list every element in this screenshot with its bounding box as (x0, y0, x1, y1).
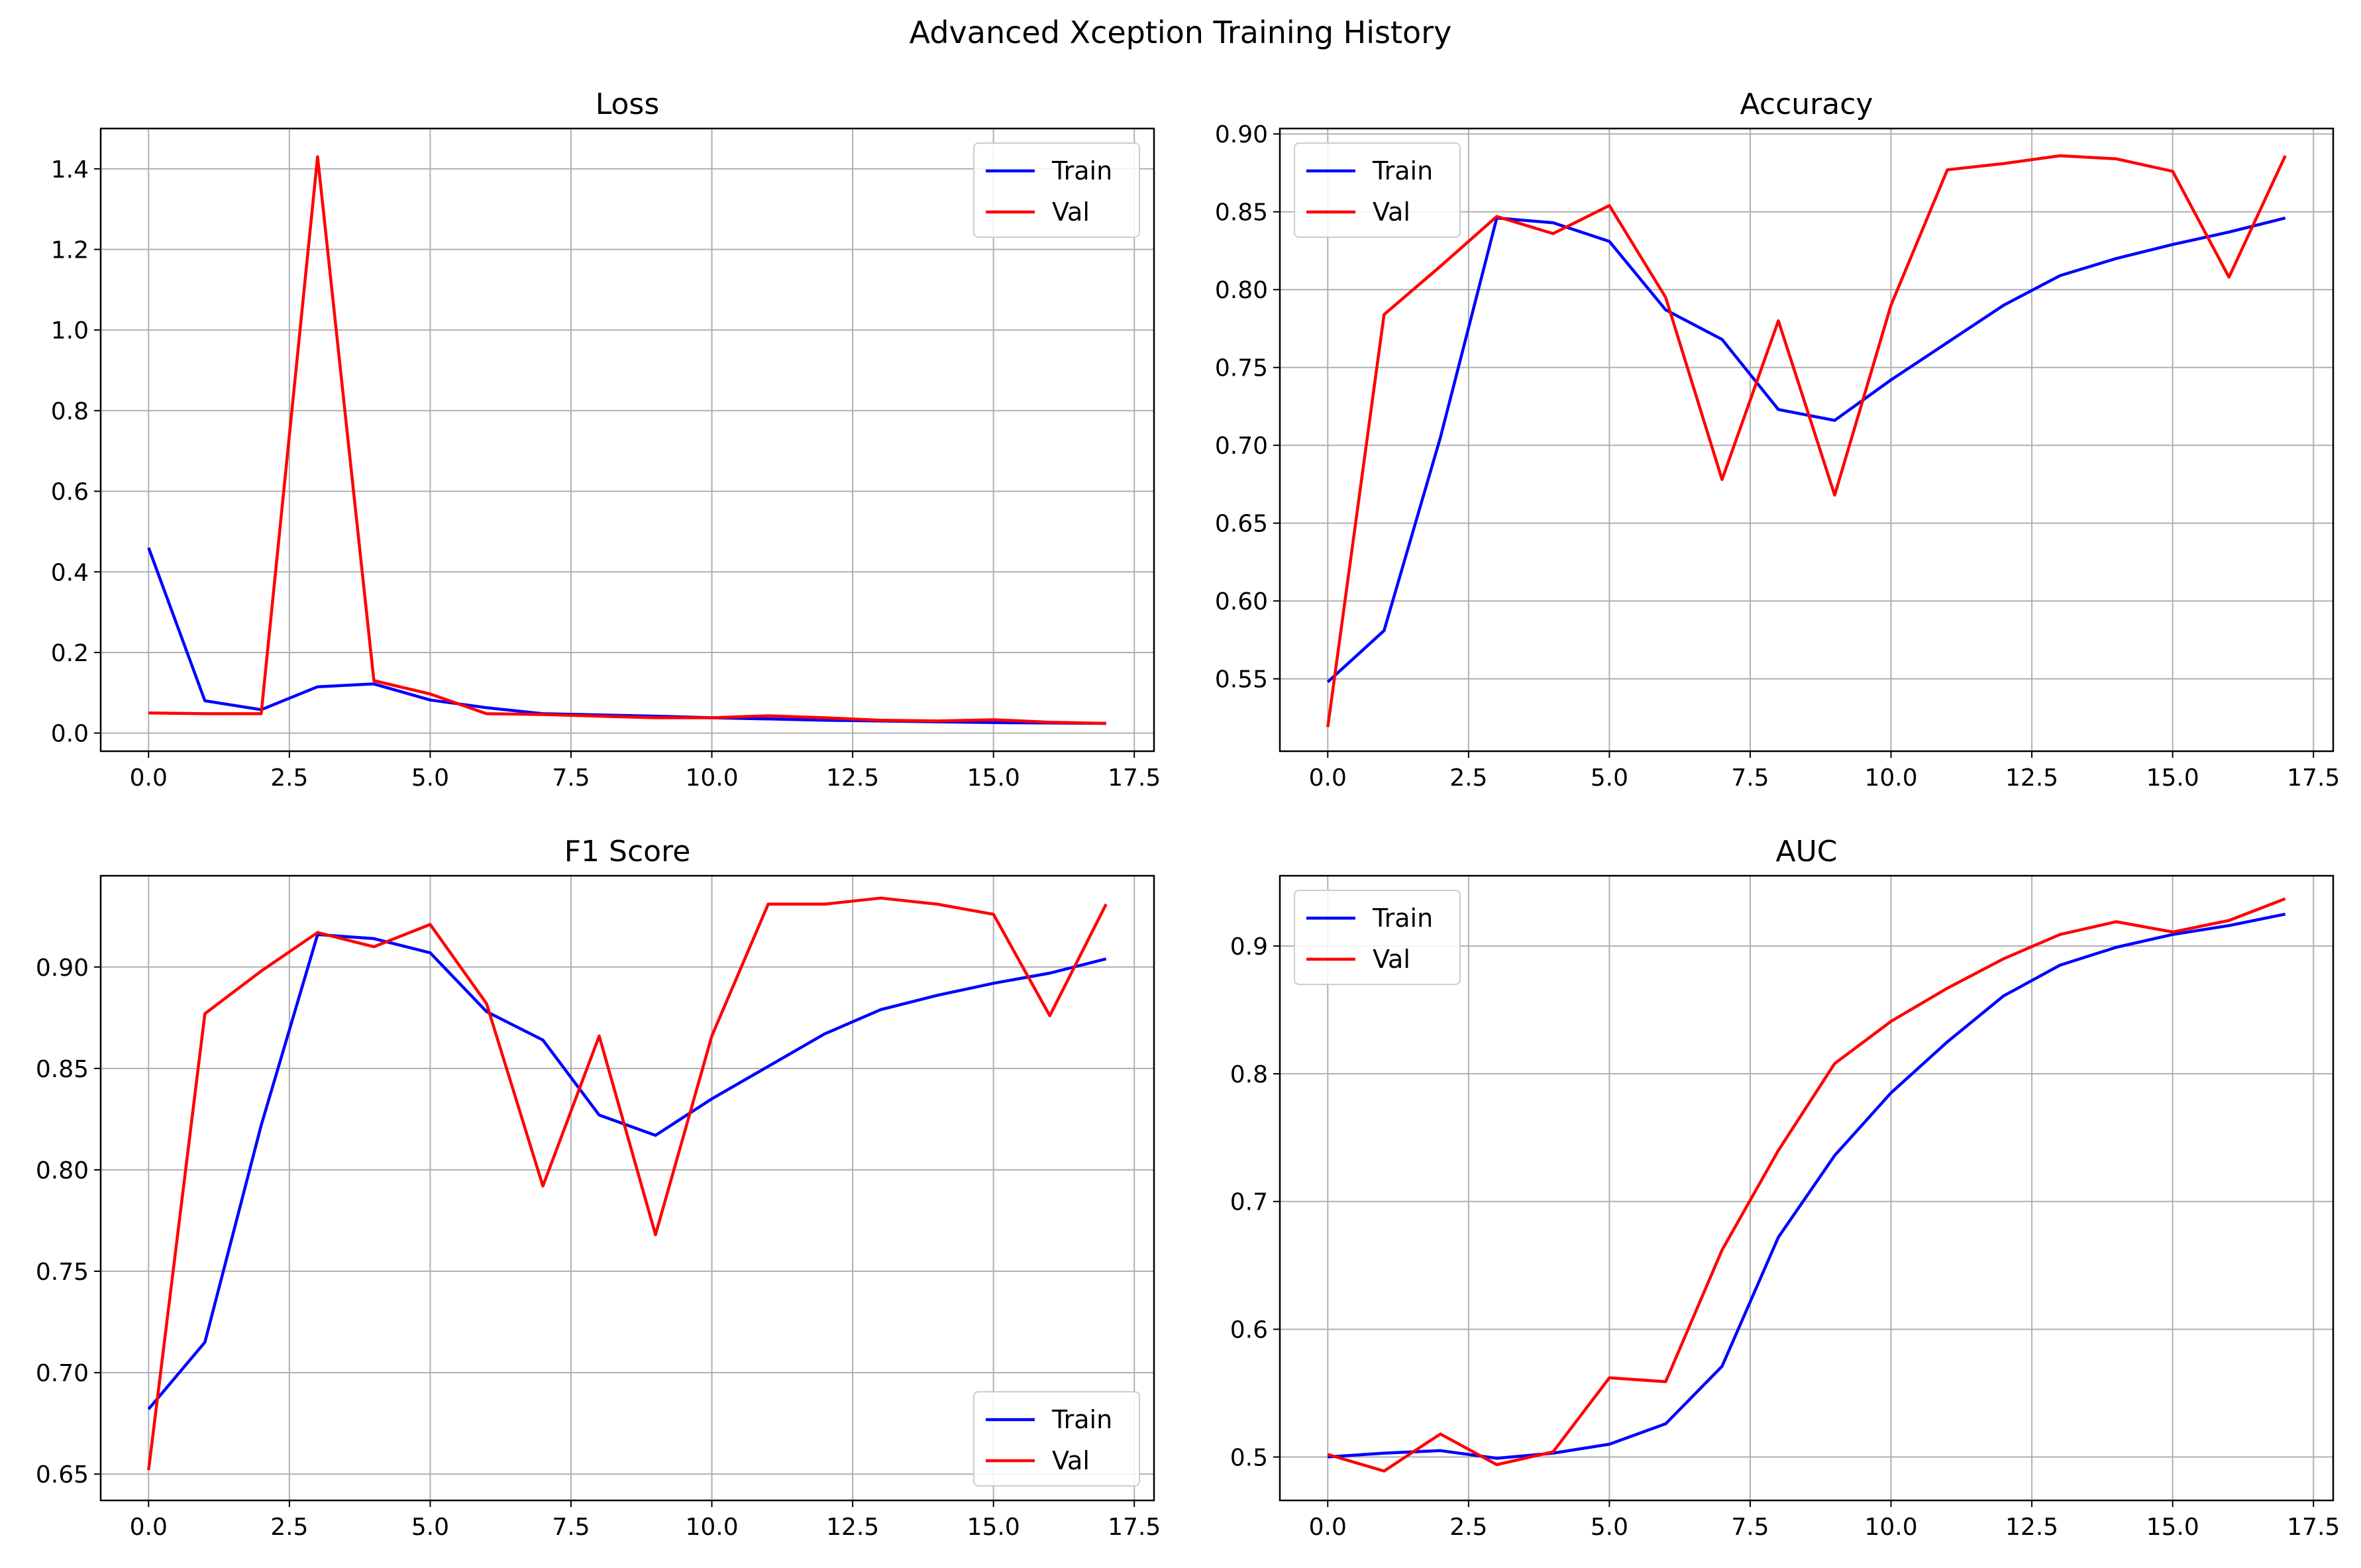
auc-x-tick-label-5: 12.5 (2005, 1514, 2058, 1541)
f1-score-x-tick-label-4: 10.0 (685, 1514, 738, 1541)
loss-y-tick-label-4: 0.8 (51, 398, 89, 425)
accuracy-x-tick-label-3: 7.5 (1731, 764, 1769, 792)
f1-score-legend-train-label: Train (1051, 1405, 1112, 1434)
auc-y-tick-label-1: 0.6 (1230, 1317, 1268, 1344)
accuracy-axes-frame (1279, 127, 2335, 753)
f1-score-val-line (147, 896, 1108, 1471)
loss-legend-train-label: Train (1051, 156, 1112, 185)
loss-legend-box (973, 142, 1140, 238)
auc-val-line (1327, 897, 2286, 1473)
accuracy-title: Accuracy (1740, 87, 1873, 121)
f1-score-title: F1 Score (564, 835, 691, 868)
accuracy-x-tick-label-7: 17.5 (2287, 764, 2340, 792)
loss-x-tick-label-0: 0.0 (130, 764, 168, 792)
loss-y-tick-label-2: 0.4 (51, 559, 89, 586)
f1-score-y-tick-label-2: 0.75 (36, 1259, 89, 1286)
loss-chart: 0.0 2.5 5.0 7.5 10.0 12.5 15.0 17.5 0.0 0.2 0.4 0.6… (51, 87, 1161, 792)
loss-x-tick-label-1: 2.5 (270, 764, 308, 792)
f1-score-x-tick-label-2: 5.0 (411, 1514, 449, 1541)
f1-score-legend: Train Val (973, 1391, 1140, 1487)
auc-axes-frame (1279, 874, 2335, 1502)
loss-x-tick-label-5: 12.5 (826, 764, 879, 792)
loss-x-tick-label-3: 7.5 (552, 764, 590, 792)
accuracy-y-tick-label-2: 0.65 (1215, 511, 1268, 538)
loss-x-tick-label-6: 15.0 (967, 764, 1020, 792)
auc-legend-train-label: Train (1372, 904, 1433, 933)
f1-score-y-tick-label-4: 0.85 (36, 1056, 89, 1083)
loss-legend: Train Val (973, 142, 1140, 238)
loss-y-tick-label-6: 1.2 (51, 237, 89, 264)
auc-x-tick-label-2: 5.0 (1591, 1514, 1628, 1541)
loss-x-tick-label-4: 10.0 (685, 764, 738, 792)
figure-title: Advanced Xception Training History (910, 15, 1452, 50)
loss-title: Loss (596, 87, 660, 121)
auc-legend: Train Val (1294, 890, 1461, 985)
accuracy-x-tick-label-6: 15.0 (2146, 764, 2199, 792)
accuracy-y-tick-label-1: 0.60 (1215, 588, 1268, 615)
accuracy-x-tick-label-5: 12.5 (2005, 764, 2058, 792)
auc-y-tick-label-2: 0.7 (1230, 1189, 1268, 1216)
accuracy-legend-train-label: Train (1372, 156, 1433, 185)
loss-x-tick-label-7: 17.5 (1108, 764, 1161, 792)
loss-y-tick-label-7: 1.4 (51, 156, 89, 183)
accuracy-x-tick-label-4: 10.0 (1864, 764, 1917, 792)
auc-title: AUC (1775, 835, 1837, 868)
accuracy-legend-box (1294, 142, 1461, 238)
auc-legend-box (1294, 890, 1461, 985)
accuracy-x-tick-label-2: 5.0 (1591, 764, 1628, 792)
auc-y-tick-label-4: 0.9 (1230, 933, 1268, 961)
auc-y-tick-label-3: 0.8 (1230, 1061, 1268, 1088)
accuracy-y-tick-label-5: 0.80 (1215, 277, 1268, 304)
loss-axes-frame (99, 127, 1155, 753)
f1-score-legend-box (973, 1391, 1140, 1487)
loss-legend-val-label: Val (1052, 197, 1090, 227)
auc-y-tick-label-0: 0.5 (1230, 1444, 1268, 1471)
accuracy-legend: Train Val (1294, 142, 1461, 238)
accuracy-x-tick-label-0: 0.0 (1309, 764, 1347, 792)
loss-val-line (148, 155, 1106, 725)
auc-x-tick-label-3: 7.5 (1731, 1514, 1769, 1541)
loss-y-tick-label-1: 0.2 (51, 640, 89, 667)
f1-score-y-tick-label-1: 0.70 (36, 1360, 89, 1387)
accuracy-x-tick-label-1: 2.5 (1449, 764, 1487, 792)
accuracy-y-tick-label-7: 0.90 (1215, 121, 1268, 148)
auc-x-tick-label-0: 0.0 (1309, 1514, 1347, 1541)
f1-score-train-line (147, 933, 1107, 1410)
accuracy-y-tick-label-0: 0.55 (1215, 666, 1268, 694)
accuracy-y-tick-label-4: 0.75 (1215, 355, 1268, 382)
f1-score-x-tick-label-1: 2.5 (270, 1514, 308, 1541)
f1-score-x-tick-label-6: 15.0 (967, 1514, 1020, 1541)
accuracy-legend-val-label: Val (1373, 197, 1410, 227)
accuracy-chart: 0.0 2.5 5.0 7.5 10.0 12.5 15.0 17.5 0.55 0.60 0.65… (1215, 87, 2340, 792)
auc-train-line (1328, 912, 2286, 1460)
f1-score-chart: 0.0 2.5 5.0 7.5 10.0 12.5 15.0 17.5 0.65 0.70 0.75… (36, 835, 1161, 1541)
loss-x-tick-label-2: 5.0 (411, 764, 449, 792)
auc-x-tick-label-6: 15.0 (2146, 1514, 2199, 1541)
loss-y-tick-label-0: 0.0 (51, 721, 89, 748)
f1-score-legend-val-label: Val (1052, 1446, 1090, 1475)
f1-score-axes-frame (99, 874, 1155, 1502)
auc-x-tick-label-1: 2.5 (1449, 1514, 1487, 1541)
f1-score-y-tick-label-0: 0.65 (36, 1461, 89, 1489)
auc-x-tick-label-7: 17.5 (2287, 1514, 2340, 1541)
accuracy-train-line (1326, 216, 2286, 684)
f1-score-y-tick-label-3: 0.80 (36, 1157, 89, 1184)
f1-score-x-tick-label-0: 0.0 (130, 1514, 168, 1541)
accuracy-y-tick-label-6: 0.85 (1215, 199, 1268, 227)
accuracy-y-tick-label-3: 0.70 (1215, 433, 1268, 460)
f1-score-x-tick-label-3: 7.5 (552, 1514, 590, 1541)
f1-score-y-tick-label-5: 0.90 (36, 955, 89, 982)
auc-legend-val-label: Val (1373, 945, 1410, 974)
auc-chart: 0.0 2.5 5.0 7.5 10.0 12.5 15.0 17.5 0.5 0.6 0.7 0.8… (1230, 835, 2340, 1541)
auc-x-tick-label-4: 10.0 (1864, 1514, 1917, 1541)
loss-y-tick-label-3: 0.6 (51, 479, 89, 506)
accuracy-val-line (1326, 154, 2287, 727)
charts-layer: 0.0 2.5 5.0 7.5 10.0 12.5 15.0 17.5 0.0 0.2 0.4 0.6… (36, 87, 2340, 1541)
loss-y-tick-label-5: 1.0 (51, 317, 89, 344)
f1-score-x-tick-label-7: 17.5 (1108, 1514, 1161, 1541)
f1-score-x-tick-label-5: 12.5 (826, 1514, 879, 1541)
